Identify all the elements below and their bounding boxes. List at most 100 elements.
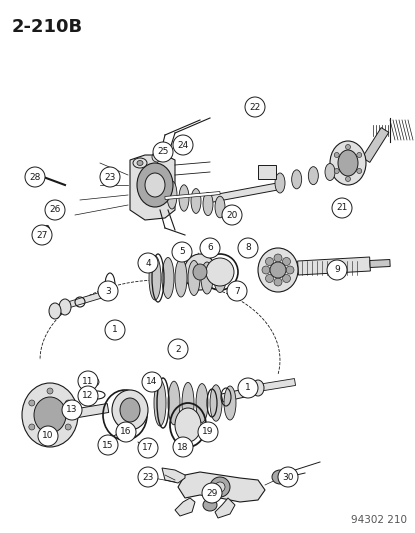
Text: 28: 28 xyxy=(29,173,41,182)
Polygon shape xyxy=(298,257,371,275)
Circle shape xyxy=(91,378,99,386)
Circle shape xyxy=(78,371,98,391)
Circle shape xyxy=(25,167,45,187)
Ellipse shape xyxy=(49,303,61,319)
Text: 20: 20 xyxy=(226,211,238,220)
Text: 94302 210: 94302 210 xyxy=(351,515,407,525)
Text: 16: 16 xyxy=(120,427,132,437)
Polygon shape xyxy=(67,290,109,308)
Text: 23: 23 xyxy=(142,472,154,481)
Text: 5: 5 xyxy=(179,247,185,256)
Circle shape xyxy=(32,225,52,245)
Circle shape xyxy=(332,198,352,218)
Text: 25: 25 xyxy=(157,148,168,157)
Text: 12: 12 xyxy=(82,392,94,400)
Circle shape xyxy=(198,422,218,442)
Ellipse shape xyxy=(149,256,161,300)
Circle shape xyxy=(47,436,53,442)
Circle shape xyxy=(286,266,294,274)
Ellipse shape xyxy=(162,257,174,298)
Circle shape xyxy=(274,278,282,286)
Ellipse shape xyxy=(175,408,201,442)
Circle shape xyxy=(327,260,347,280)
Circle shape xyxy=(222,205,242,225)
Circle shape xyxy=(65,400,71,406)
Ellipse shape xyxy=(215,196,225,218)
Ellipse shape xyxy=(137,163,173,207)
Polygon shape xyxy=(370,260,390,268)
Text: 19: 19 xyxy=(202,427,214,437)
Ellipse shape xyxy=(168,381,180,425)
Circle shape xyxy=(334,168,339,174)
Circle shape xyxy=(98,281,118,301)
Text: 24: 24 xyxy=(177,141,189,149)
Circle shape xyxy=(153,142,173,162)
Ellipse shape xyxy=(193,264,207,280)
Circle shape xyxy=(116,422,136,442)
Ellipse shape xyxy=(167,181,177,209)
Text: 10: 10 xyxy=(42,432,54,440)
Ellipse shape xyxy=(188,261,200,295)
Circle shape xyxy=(266,274,273,282)
Circle shape xyxy=(283,274,290,282)
Circle shape xyxy=(78,386,98,406)
Circle shape xyxy=(357,152,362,157)
Ellipse shape xyxy=(252,380,264,396)
Text: 1: 1 xyxy=(245,384,251,392)
Circle shape xyxy=(174,139,182,147)
Polygon shape xyxy=(258,268,278,272)
Circle shape xyxy=(346,176,351,182)
Text: 30: 30 xyxy=(282,472,294,481)
Text: 22: 22 xyxy=(249,102,261,111)
Polygon shape xyxy=(130,155,175,220)
Circle shape xyxy=(100,167,120,187)
Text: 21: 21 xyxy=(336,204,348,213)
Text: 29: 29 xyxy=(206,489,218,497)
Ellipse shape xyxy=(184,254,216,290)
Circle shape xyxy=(215,482,225,492)
Circle shape xyxy=(238,378,258,398)
Ellipse shape xyxy=(203,192,213,216)
Circle shape xyxy=(152,152,162,162)
Text: 27: 27 xyxy=(37,230,48,239)
Ellipse shape xyxy=(203,499,217,511)
Circle shape xyxy=(172,242,192,262)
Ellipse shape xyxy=(258,248,298,292)
Text: 11: 11 xyxy=(82,376,94,385)
Ellipse shape xyxy=(292,170,302,189)
Circle shape xyxy=(206,258,234,286)
Ellipse shape xyxy=(275,173,285,193)
Text: 8: 8 xyxy=(245,244,251,253)
Ellipse shape xyxy=(175,259,187,297)
Circle shape xyxy=(138,253,158,273)
Circle shape xyxy=(29,424,35,430)
Text: 13: 13 xyxy=(66,406,78,415)
Ellipse shape xyxy=(224,386,236,420)
Circle shape xyxy=(357,168,362,174)
Polygon shape xyxy=(165,191,220,199)
Text: 23: 23 xyxy=(104,173,116,182)
Ellipse shape xyxy=(120,398,140,422)
Ellipse shape xyxy=(214,263,226,293)
Ellipse shape xyxy=(191,189,201,213)
Ellipse shape xyxy=(179,185,189,211)
Circle shape xyxy=(142,372,162,392)
Circle shape xyxy=(98,435,118,455)
Ellipse shape xyxy=(182,382,194,424)
Circle shape xyxy=(262,266,270,274)
Circle shape xyxy=(227,281,247,301)
Circle shape xyxy=(65,424,71,430)
Text: 7: 7 xyxy=(234,287,240,295)
Polygon shape xyxy=(204,183,281,204)
Polygon shape xyxy=(215,498,235,518)
Text: 1: 1 xyxy=(112,326,118,335)
Text: 26: 26 xyxy=(49,206,61,214)
Ellipse shape xyxy=(140,441,156,453)
Circle shape xyxy=(334,152,339,157)
Circle shape xyxy=(138,467,158,487)
Circle shape xyxy=(245,97,265,117)
Circle shape xyxy=(202,483,222,503)
Circle shape xyxy=(200,238,220,258)
Ellipse shape xyxy=(22,383,78,447)
Ellipse shape xyxy=(330,141,366,185)
